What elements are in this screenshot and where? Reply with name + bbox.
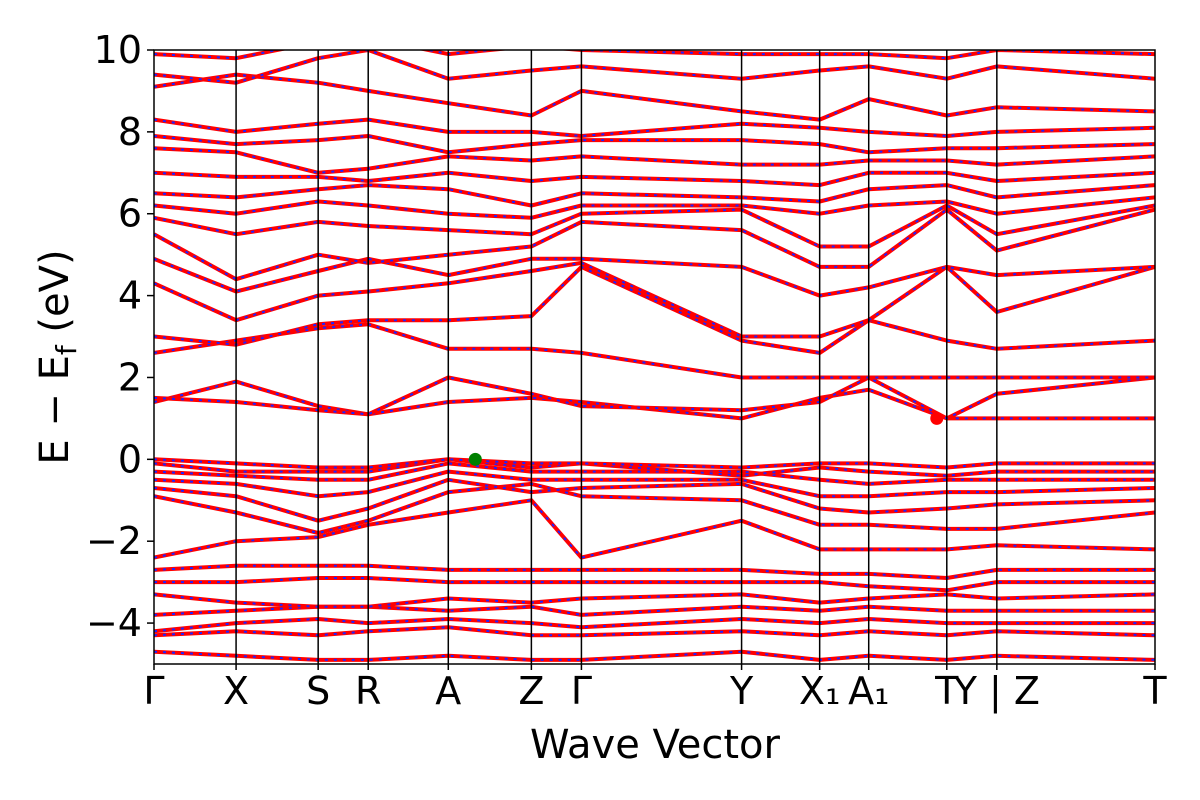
- band-31-solid: [154, 50, 1155, 61]
- band-6-solid: [154, 576, 1155, 593]
- band-30-dashed: [154, 50, 1155, 84]
- band-25-solid: [154, 170, 1155, 188]
- band-16-dashed: [154, 376, 1155, 420]
- y-axis: −4 −2 0 2 4 6 8 10: [86, 28, 154, 645]
- y-tick-label: 0: [118, 437, 142, 481]
- x-tick-label: X₁: [799, 669, 840, 713]
- band-1-solid: [154, 649, 1155, 662]
- band-21-dashed: [154, 208, 1155, 281]
- band-20-solid: [154, 256, 1155, 298]
- bands-layer: [154, 50, 1155, 662]
- band-29-solid: [154, 72, 1155, 122]
- y-tick-label: 2: [118, 355, 142, 399]
- band-15-solid: [154, 379, 1155, 421]
- band-21-solid: [154, 207, 1155, 282]
- x-tick-label: Y | Z: [953, 669, 1040, 714]
- x-tick-label: A₁: [848, 669, 889, 713]
- x-tick-label: Y: [729, 669, 754, 713]
- band-28-solid: [154, 117, 1155, 138]
- y-tick-label: 4: [118, 274, 142, 318]
- y-axis-label-unit: (eV): [32, 249, 78, 345]
- y-tick-label: 8: [118, 110, 142, 154]
- plot-frame: [153, 49, 1156, 665]
- kpath-lines: [235, 50, 998, 664]
- band-2-solid: [154, 625, 1155, 638]
- band-27-solid: [154, 134, 1155, 155]
- x-tick-label: T: [1142, 669, 1167, 713]
- x-tick-label: Z: [518, 669, 544, 713]
- y-tick-label: −2: [86, 519, 142, 563]
- y-tick-label: −4: [86, 601, 142, 645]
- y-axis-label: E − Ef (eV): [32, 249, 83, 464]
- vbm-marker: [468, 452, 482, 466]
- band-16-solid: [154, 375, 1155, 421]
- cbm-marker: [930, 411, 944, 425]
- band-5-solid: [154, 592, 1155, 609]
- x-tick-label: Γ: [143, 669, 164, 713]
- band-7-solid: [154, 563, 1155, 580]
- band-17-solid: [154, 322, 1155, 380]
- x-tick-label: X: [223, 669, 249, 713]
- x-tick-label: Γ: [571, 669, 592, 713]
- y-tick-label: 6: [118, 192, 142, 236]
- band-10-solid: [154, 477, 1155, 523]
- y-tick-label: 10: [94, 28, 142, 72]
- x-tick-label: S: [306, 669, 330, 713]
- y-axis-label-sub: f: [50, 344, 83, 355]
- markers-layer: [468, 411, 944, 466]
- band-3-solid: [154, 617, 1155, 634]
- band-14-solid: [154, 457, 1155, 470]
- x-axis-label: Wave Vector: [530, 722, 781, 768]
- y-axis-label-main: E − E: [32, 355, 78, 465]
- band-31-dashed: [154, 50, 1155, 60]
- band-23-solid: [154, 195, 1155, 220]
- x-tick-label: T: [934, 669, 959, 713]
- x-tick-label: R: [355, 669, 381, 713]
- x-tick-label: A: [435, 669, 461, 713]
